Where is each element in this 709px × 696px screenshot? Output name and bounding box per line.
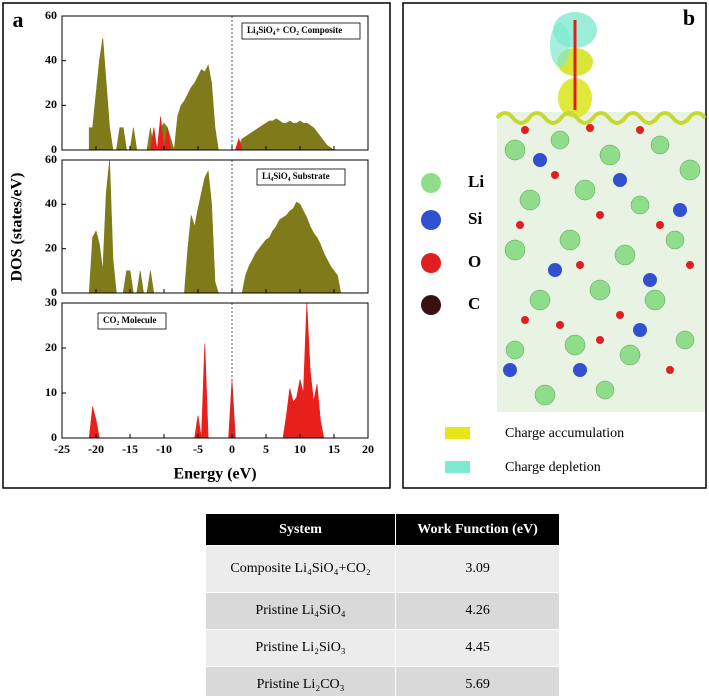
legend-swatch bbox=[421, 253, 441, 273]
annotation-box bbox=[97, 312, 167, 330]
legend-swatch bbox=[421, 295, 441, 315]
x-tick-label: -5 bbox=[193, 442, 203, 456]
y-tick-label: 10 bbox=[45, 385, 57, 399]
legend-label: Charge depletion bbox=[505, 460, 601, 475]
plot-frame bbox=[61, 159, 369, 294]
legend-label: O bbox=[468, 252, 481, 271]
y-tick-label: 30 bbox=[45, 295, 57, 309]
annotation: CO₂ Molecule bbox=[103, 315, 156, 325]
table-cell: 4.26 bbox=[395, 592, 560, 630]
legend-swatch bbox=[421, 210, 441, 230]
chart: a b Li Si O C Charge accumulation Charge… bbox=[2, 2, 707, 489]
x-tick-label: -20 bbox=[88, 442, 104, 456]
annotation: Li₄SiO₄ Substrate bbox=[262, 171, 330, 181]
annotation-box bbox=[241, 22, 361, 40]
dos-area bbox=[88, 38, 341, 151]
plot-frame bbox=[61, 15, 369, 151]
x-tick-label: -15 bbox=[122, 442, 138, 456]
table-cell: 5.69 bbox=[395, 666, 560, 696]
x-tick-label: 20 bbox=[362, 442, 374, 456]
x-axis-label: Energy (eV) bbox=[173, 466, 256, 483]
table-cell: Composite Li₄SiO₄+CO₂ bbox=[204, 545, 397, 593]
y-tick-label: 40 bbox=[45, 196, 57, 210]
table-header: Work Function (eV) bbox=[395, 513, 560, 546]
y-tick-label: 20 bbox=[45, 97, 57, 111]
table-cell: 4.45 bbox=[395, 629, 560, 667]
panel-a-frame bbox=[2, 2, 391, 489]
x-tick-label: 15 bbox=[328, 442, 340, 456]
legend-label: Si bbox=[468, 209, 482, 228]
structure-image bbox=[495, 12, 707, 412]
y-tick-label: 60 bbox=[45, 152, 57, 166]
dos-area bbox=[88, 159, 342, 294]
panel-label: b bbox=[683, 5, 695, 30]
table-cell: Pristine Li₄SiO₄ bbox=[204, 592, 397, 630]
legend-label: Li bbox=[468, 172, 484, 191]
y-tick-label: 40 bbox=[45, 52, 57, 66]
y-tick-label: 20 bbox=[45, 240, 57, 254]
x-tick-label: -10 bbox=[156, 442, 172, 456]
legend-swatch bbox=[445, 461, 470, 473]
legend-swatch bbox=[445, 427, 470, 439]
panel-label: a bbox=[13, 7, 24, 32]
y-tick-label: 0 bbox=[51, 285, 57, 299]
annotation: Li₄SiO₄+ CO₂ Composite bbox=[247, 25, 342, 35]
table-cell: Pristine Li₂CO₃ bbox=[204, 666, 397, 696]
panel-b-frame bbox=[402, 2, 707, 489]
x-tick-label: 10 bbox=[294, 442, 306, 456]
x-tick-label: 0 bbox=[229, 442, 235, 456]
legend-swatch bbox=[421, 173, 441, 193]
x-tick-label: -25 bbox=[54, 442, 70, 456]
y-tick-label: 20 bbox=[45, 340, 57, 354]
legend-label: C bbox=[468, 294, 480, 313]
table-header: System bbox=[204, 513, 397, 546]
y-tick-label: 0 bbox=[51, 142, 57, 156]
y-tick-label: 0 bbox=[51, 430, 57, 444]
annotation-box bbox=[256, 168, 346, 186]
y-tick-label: 60 bbox=[45, 8, 57, 22]
table-cell: Pristine Li₂SiO₃ bbox=[204, 629, 397, 667]
legend-label: Charge accumulation bbox=[505, 426, 624, 441]
table-cell: 3.09 bbox=[395, 545, 560, 593]
plot-frame bbox=[61, 302, 369, 439]
work-function-table: System Work Function (eV) Composite Li₄Si… bbox=[204, 513, 560, 696]
y-axis-label: DOS (states/eV) bbox=[9, 173, 26, 282]
x-tick-label: 5 bbox=[263, 442, 269, 456]
